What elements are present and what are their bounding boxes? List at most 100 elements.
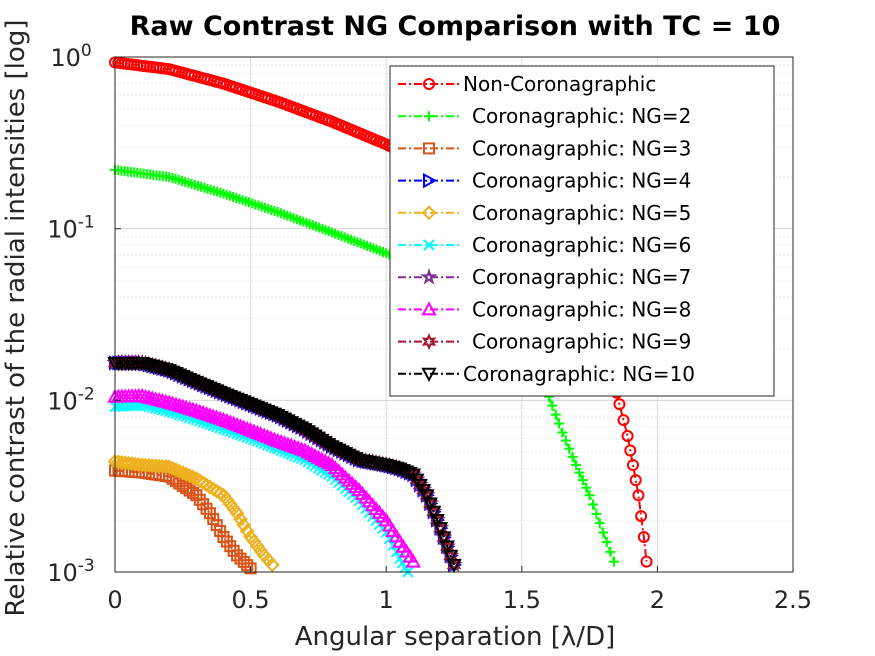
series-marker: [560, 435, 571, 446]
series-marker: [320, 438, 337, 453]
legend: Non-Coronagraphic Coronagraphic: NG=2 Coro…: [389, 65, 775, 397]
series-marker: [242, 422, 259, 437]
series-marker: [233, 511, 248, 527]
y-axis-ticks: 100 10-1 10-2 10-3: [47, 41, 121, 587]
series-marker: [246, 423, 262, 438]
series-marker: [637, 530, 650, 543]
series-marker: [280, 436, 296, 451]
y-tick-label: 10-1: [47, 213, 95, 244]
series-marker: [168, 462, 184, 478]
series-marker: [402, 467, 418, 482]
series-marker: [249, 424, 266, 439]
legend-swatch-marker: [423, 78, 435, 90]
series-marker: [225, 415, 242, 430]
legend-label: Coronagraphic: NG=5: [472, 201, 691, 225]
series-marker: [209, 409, 225, 424]
legend-swatch-marker: [421, 205, 437, 221]
series-marker: [571, 460, 582, 471]
series-marker: [165, 460, 181, 476]
series-marker: [429, 513, 445, 529]
series-marker: [554, 418, 565, 429]
series-marker: [446, 558, 462, 573]
series-marker: [564, 443, 575, 454]
y-tick-label: 100: [50, 41, 91, 72]
series-10: [107, 356, 462, 573]
series-marker: [557, 427, 568, 438]
series-marker: [241, 559, 254, 572]
x-tick-label: 0: [107, 586, 122, 614]
series-marker: [290, 440, 306, 455]
y-axis-label: Relative contrast of the radial intensit…: [1, 20, 31, 617]
series-marker: [178, 466, 194, 482]
x-tick-label: 0.5: [232, 586, 270, 614]
series-marker: [609, 556, 620, 567]
series-marker: [307, 447, 323, 462]
legend-entry: Coronagraphic: NG=2: [398, 104, 691, 128]
series-marker: [244, 562, 257, 575]
x-tick-label: 1.5: [503, 586, 541, 614]
legend-label: Coronagraphic: NG=9: [472, 330, 691, 354]
legend-label: Coronagraphic: NG=3: [472, 136, 691, 160]
series-marker: [185, 401, 201, 416]
series-marker: [212, 410, 228, 425]
legend-entry: Coronagraphic: NG=10: [398, 362, 695, 386]
series-marker: [198, 406, 215, 421]
series-marker: [577, 475, 588, 486]
x-axis-label: Angular separation [λ/D]: [295, 622, 615, 652]
series-marker: [436, 531, 452, 546]
series-marker: [419, 489, 435, 504]
legend-label: Coronagraphic: NG=2: [472, 104, 691, 128]
series-marker: [270, 432, 286, 447]
legend-entry: Coronagraphic: NG=8: [398, 297, 691, 321]
series-marker: [310, 449, 327, 464]
series-marker: [219, 413, 235, 428]
legend-label: Coronagraphic: NG=7: [472, 265, 691, 289]
series-marker: [617, 414, 630, 427]
legend-entry: Coronagraphic: NG=4: [398, 169, 691, 193]
series-marker: [178, 399, 194, 414]
series-marker: [171, 397, 188, 412]
series-marker: [171, 463, 187, 479]
series-marker: [574, 467, 585, 478]
series-marker: [256, 427, 272, 442]
legend-label: Non-Coronagraphic: [463, 72, 656, 96]
series-marker: [581, 482, 592, 493]
series-marker: [175, 465, 191, 481]
series-marker: [432, 522, 449, 537]
series-marker: [236, 517, 252, 533]
series-marker: [264, 557, 280, 573]
series-marker: [188, 402, 205, 417]
series-marker: [422, 497, 438, 512]
legend-swatch-marker: [421, 301, 437, 316]
series-marker: [584, 490, 595, 501]
series-marker: [186, 486, 199, 499]
series-marker: [229, 416, 245, 432]
series-marker: [587, 499, 598, 510]
series-marker: [164, 395, 181, 410]
legend-label: Coronagraphic: NG=4: [472, 169, 691, 193]
legend-swatch-marker: [420, 267, 438, 285]
series-marker: [231, 549, 244, 562]
series-marker: [259, 428, 276, 443]
series-marker: [591, 508, 602, 519]
series-marker: [168, 396, 184, 411]
legend-label: Coronagraphic: NG=6: [472, 233, 691, 257]
y-tick-label: 10-3: [47, 556, 95, 587]
series-marker: [442, 549, 459, 564]
series-marker: [239, 420, 255, 435]
series-marker: [192, 403, 208, 418]
series-marker: [239, 523, 255, 539]
series-marker: [300, 444, 316, 459]
series-marker: [320, 455, 337, 470]
series-marker: [253, 426, 269, 441]
series-marker: [232, 418, 249, 433]
series-marker: [234, 552, 247, 565]
series-marker: [629, 474, 642, 487]
series-marker: [236, 419, 252, 434]
series-marker: [182, 468, 197, 484]
series-8: [107, 387, 422, 568]
plot-frame: [114, 56, 794, 573]
series-marker: [317, 453, 333, 468]
series-marker: [181, 400, 198, 415]
series-marker: [550, 409, 561, 420]
